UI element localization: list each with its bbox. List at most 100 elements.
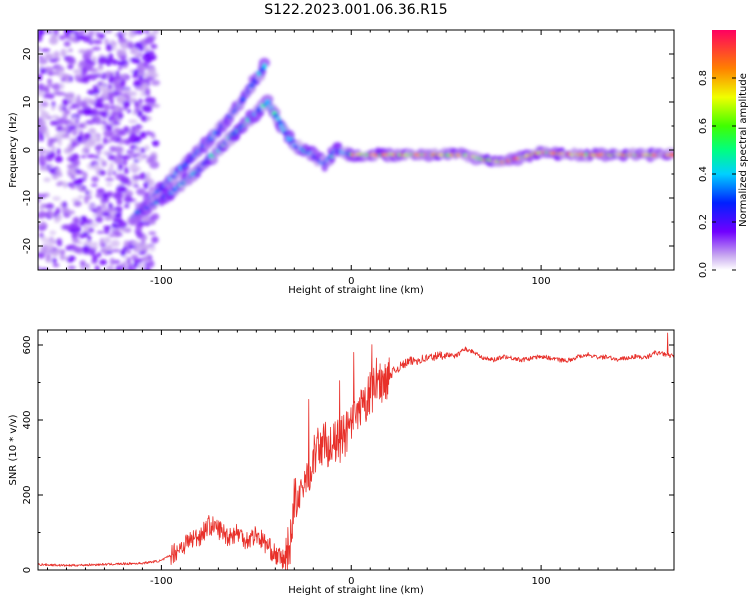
colorbar-tick-label: 0.2 (698, 214, 709, 230)
noise-speckle (99, 259, 108, 266)
noise-speckle (101, 87, 110, 95)
snr-series (38, 332, 674, 570)
noise-speckle (104, 216, 113, 221)
noise-speckle (145, 87, 151, 95)
noise-speckle (117, 60, 126, 67)
noise-speckle (82, 231, 89, 238)
noise-speckle (132, 69, 139, 76)
noise-speckle (49, 230, 57, 236)
noise-speckle (40, 111, 50, 120)
noise-speckle (144, 36, 155, 45)
noise-speckle (115, 70, 120, 77)
y-tick-label: 200 (22, 485, 33, 504)
noise-speckle (111, 110, 118, 117)
noise-speckle (103, 103, 110, 111)
noise-speckle (149, 245, 156, 252)
noise-speckle (48, 244, 54, 252)
noise-speckle (132, 263, 139, 268)
noise-speckle (95, 97, 103, 103)
noise-speckle (110, 239, 120, 248)
noise-speckle (107, 84, 113, 90)
noise-speckle (134, 42, 143, 49)
noise-speckle (107, 124, 113, 132)
noise-speckle (116, 95, 126, 103)
noise-speckle (61, 256, 70, 261)
noise-speckle (68, 244, 77, 250)
noise-speckle (77, 135, 83, 143)
noise-speckle (44, 53, 54, 60)
noise-speckle (135, 86, 144, 91)
noise-speckle (142, 154, 148, 159)
noise-speckle (68, 106, 73, 110)
noise-speckle (123, 240, 130, 249)
noise-speckle (114, 105, 121, 113)
noise-speckle (62, 112, 68, 119)
noise-speckle (114, 212, 122, 218)
noise-speckle (79, 221, 85, 227)
noise-speckle (129, 133, 136, 141)
noise-speckle (59, 82, 65, 90)
noise-speckle (90, 183, 98, 187)
noise-speckle (113, 146, 124, 153)
noise-speckle (89, 222, 99, 227)
noise-speckle (127, 91, 138, 97)
noise-speckle (49, 138, 58, 142)
noise-speckle (140, 221, 145, 225)
noise-speckle (124, 203, 130, 209)
noise-speckle (68, 48, 73, 53)
noise-speckle (91, 245, 99, 249)
noise-speckle (92, 56, 97, 63)
noise-speckle (134, 153, 141, 156)
noise-speckle (102, 94, 109, 98)
noise-speckle (101, 160, 107, 167)
noise-speckle (113, 191, 123, 200)
noise-speckle (63, 120, 71, 124)
noise-speckle (82, 52, 89, 57)
noise-speckle (54, 31, 59, 36)
noise-speckle (112, 75, 122, 81)
noise-speckle (116, 197, 123, 206)
colorbar-tick-label: 0.4 (698, 166, 709, 182)
noise-speckle (56, 238, 63, 245)
noise-speckle (148, 231, 157, 235)
noise-speckle (123, 166, 129, 175)
noise-speckle (150, 79, 161, 86)
noise-speckle (123, 228, 132, 233)
noise-speckle (144, 177, 151, 183)
noise-speckle (99, 170, 106, 176)
noise-speckle (66, 210, 76, 215)
noise-speckle (93, 133, 98, 138)
noise-speckle (98, 111, 109, 116)
spectrogram-ylabel: Frequency (Hz) (8, 112, 19, 188)
noise-speckle (57, 180, 64, 186)
noise-speckle (38, 232, 44, 238)
noise-speckle (51, 174, 60, 179)
noise-speckle (49, 36, 59, 45)
noise-speckle (146, 57, 156, 61)
noise-speckle (64, 93, 72, 99)
noise-speckle (104, 38, 109, 45)
noise-speckle (55, 207, 61, 214)
noise-speckle (137, 125, 143, 129)
noise-speckle (144, 30, 150, 35)
noise-speckle (136, 167, 142, 172)
noise-speckle (52, 196, 61, 202)
x-tick-label: 100 (532, 276, 551, 287)
noise-speckle (101, 120, 107, 125)
noise-speckle (72, 159, 81, 167)
noise-speckle (73, 178, 83, 186)
noise-speckle (114, 158, 124, 165)
chart-title: S122.2023.001.06.36.R15 (264, 2, 447, 18)
noise-speckle (112, 79, 121, 86)
noise-speckle (43, 150, 52, 154)
noise-speckle (46, 84, 56, 88)
noise-speckle (84, 142, 91, 150)
noise-speckle (83, 225, 89, 232)
noise-speckle (95, 192, 104, 199)
noise-speckle (121, 155, 131, 160)
noise-speckle (105, 265, 115, 270)
y-tick-label: -20 (22, 238, 33, 254)
noise-speckle (51, 145, 56, 152)
noise-speckle (54, 66, 65, 72)
